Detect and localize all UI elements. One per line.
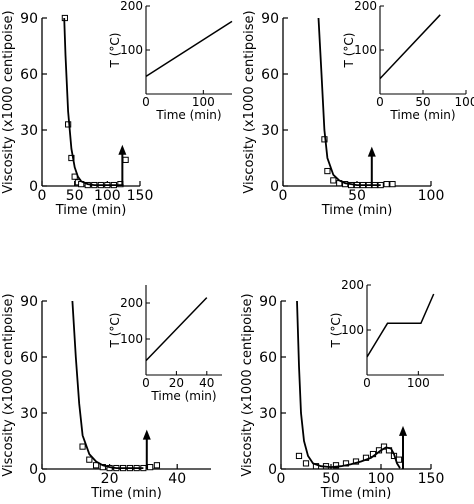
inset-x-tick-label: 100 — [407, 376, 430, 390]
x-tick-label: 50 — [66, 188, 84, 204]
x-axis-label: Time (min) — [90, 486, 162, 501]
x-tick-label: 0 — [279, 188, 288, 204]
data-point-square — [86, 456, 93, 463]
y-tick-label: 0 — [268, 462, 277, 478]
y-tick-label: 0 — [29, 179, 38, 195]
y-tick-label: 90 — [261, 11, 279, 27]
inset-x-axis-label: Time (min) — [155, 108, 221, 122]
y-tick-label: 60 — [259, 350, 277, 366]
x-tick-label: 150 — [418, 471, 445, 487]
x-tick-label: 20 — [101, 471, 119, 487]
fit-curve — [63, 17, 124, 187]
data-point-square — [383, 181, 390, 188]
data-point-square — [330, 177, 337, 184]
inset-x-tick-label: 0 — [376, 95, 384, 109]
y-tick-label: 60 — [261, 67, 279, 83]
fit-curve — [296, 300, 401, 469]
inset-y-tick-label: 200 — [354, 0, 377, 13]
x-tick-label: 0 — [38, 188, 47, 204]
y-tick-label: 30 — [261, 123, 279, 139]
y-tick-label: 60 — [20, 67, 38, 83]
arrow-head — [142, 429, 151, 440]
inset-x-axis-label: Time (min) — [389, 108, 455, 122]
x-axis-label: Time (min) — [55, 203, 127, 218]
x-tick-label: 0 — [277, 471, 286, 487]
inset-y-tick-label: 200 — [120, 296, 143, 310]
data-point-square — [332, 462, 340, 469]
x-tick-label: 40 — [168, 471, 186, 487]
inset-y-tick-label: 100 — [354, 43, 377, 57]
inset-y-tick-label: 100 — [120, 43, 143, 57]
data-point-square — [147, 464, 154, 471]
inset-x-tick-label: 0 — [363, 376, 371, 390]
inset-temperature-line — [366, 293, 435, 358]
data-point-square — [92, 462, 100, 469]
arrow-head — [118, 144, 127, 155]
inset-y-tick-label: 100 — [341, 323, 364, 337]
y-tick-label: 30 — [20, 123, 38, 139]
inset-y-tick-label: 200 — [120, 0, 143, 13]
inset-temperature-line — [145, 297, 208, 362]
x-tick-label: 100 — [368, 471, 395, 487]
x-tick-label: 150 — [127, 188, 154, 204]
y-tick-label: 90 — [20, 11, 38, 27]
y-axis-label: Viscosity (x1000 centipoise) — [1, 10, 16, 193]
inset-x-tick-label: 0 — [142, 95, 150, 109]
arrow-head — [367, 146, 376, 157]
y-axis-label: Viscosity (x1000 centipoise) — [1, 293, 16, 476]
x-tick-label: 100 — [94, 188, 121, 204]
y-tick-label: 30 — [20, 406, 38, 422]
inset-x-tick-label: 0 — [142, 376, 150, 390]
data-point-square — [68, 154, 75, 162]
inset-x-axis-label: Time (min) — [150, 389, 216, 403]
y-tick-label: 0 — [29, 462, 38, 478]
data-point-square — [389, 181, 396, 188]
fit-curve — [317, 17, 381, 187]
x-tick-label: 50 — [348, 188, 366, 204]
y-tick-label: 60 — [20, 350, 38, 366]
inset-temperature-line — [145, 20, 233, 78]
fit-curve — [71, 300, 144, 470]
x-tick-label: 50 — [322, 471, 340, 487]
y-tick-label: 30 — [259, 406, 277, 422]
data-point-square — [122, 156, 129, 163]
data-point-square — [302, 460, 310, 467]
y-axis-label: Viscosity (x1000 centipoise) — [240, 293, 255, 476]
inset-temperature-line — [379, 14, 441, 80]
x-tick-label: 100 — [418, 188, 445, 204]
inset-x-tick-label: 40 — [199, 376, 214, 390]
x-tick-label: 0 — [38, 471, 47, 487]
data-point-square — [295, 452, 303, 460]
x-axis-label: Time (min) — [321, 203, 393, 218]
inset-y-tick-label: 100 — [120, 332, 143, 346]
inset-x-tick-label: 50 — [415, 95, 430, 109]
arrow-head — [399, 425, 407, 436]
data-point-square — [324, 167, 331, 175]
data-point-square — [79, 443, 86, 450]
inset-y-axis-label: T (°C) — [108, 33, 122, 69]
inset-x-tick-label: 20 — [169, 376, 184, 390]
y-tick-label: 0 — [270, 179, 279, 195]
chart-bottom-right: 0 30 60 90 0 50 100 150 Time (min) Viscosity (x10… — [240, 278, 444, 501]
inset-x-tick-label: 100 — [192, 95, 215, 109]
data-point-square — [153, 462, 161, 469]
inset-y-axis-label: T (°C) — [108, 313, 122, 349]
y-tick-label: 90 — [20, 294, 38, 310]
y-tick-label: 90 — [259, 294, 277, 310]
inset-x-tick-label: 100 — [455, 95, 474, 109]
inset-y-tick-label: 200 — [341, 278, 364, 292]
x-axis-label: Time (min) — [320, 486, 392, 501]
inset-y-axis-label: T (°C) — [329, 313, 343, 349]
inset-y-axis-label: T (°C) — [342, 33, 356, 69]
y-axis-label: Viscosity (x1000 centipoise) — [242, 10, 257, 193]
